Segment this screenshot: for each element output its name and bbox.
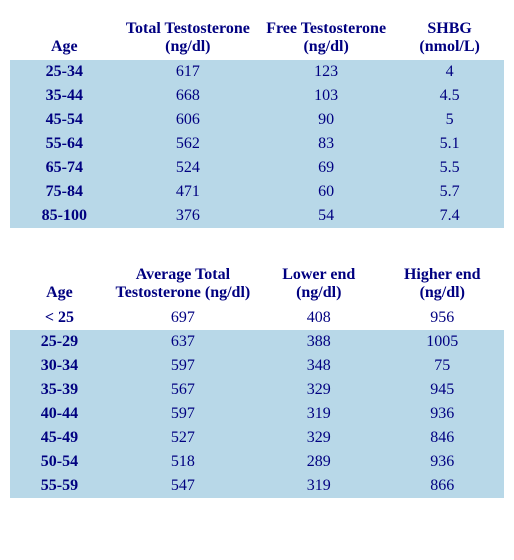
cell-age: 85-100 xyxy=(10,204,119,228)
table-row: 35-39567329945 xyxy=(10,378,504,402)
cell-total: 524 xyxy=(119,156,257,180)
table-row: 40-44597319936 xyxy=(10,402,504,426)
table-row: 55-64562835.1 xyxy=(10,132,504,156)
col-header-low: Lower end (ng/dl) xyxy=(257,262,381,306)
cell-total: 606 xyxy=(119,108,257,132)
col-header-total: Total Testosterone (ng/dl) xyxy=(119,16,257,60)
cell-avg: 567 xyxy=(109,378,257,402)
testosterone-by-age-table-1: Age Total Testosterone (ng/dl) Free Test… xyxy=(10,16,504,228)
cell-high: 956 xyxy=(380,306,504,330)
table-row: 35-446681034.5 xyxy=(10,84,504,108)
cell-shbg: 4.5 xyxy=(395,84,504,108)
table-row: 50-54518289936 xyxy=(10,450,504,474)
cell-free: 54 xyxy=(257,204,395,228)
cell-low: 348 xyxy=(257,354,381,378)
table-row: 55-59547319866 xyxy=(10,474,504,498)
cell-age: < 25 xyxy=(10,306,109,330)
cell-total: 562 xyxy=(119,132,257,156)
cell-shbg: 5 xyxy=(395,108,504,132)
cell-age: 75-84 xyxy=(10,180,119,204)
cell-avg: 597 xyxy=(109,402,257,426)
table-row: 75-84471605.7 xyxy=(10,180,504,204)
cell-age: 65-74 xyxy=(10,156,119,180)
cell-low: 329 xyxy=(257,378,381,402)
cell-avg: 527 xyxy=(109,426,257,450)
cell-shbg: 5.1 xyxy=(395,132,504,156)
cell-age: 45-54 xyxy=(10,108,119,132)
cell-high: 936 xyxy=(380,402,504,426)
col-header-high: Higher end (ng/dl) xyxy=(380,262,504,306)
col-header-avg: Average Total Testosterone (ng/dl) xyxy=(109,262,257,306)
cell-age: 35-44 xyxy=(10,84,119,108)
table-row: 25-296373881005 xyxy=(10,330,504,354)
table-row: 85-100376547.4 xyxy=(10,204,504,228)
cell-high: 866 xyxy=(380,474,504,498)
table1-body: 25-34617123435-446681034.545-5460690555-… xyxy=(10,60,504,228)
cell-high: 936 xyxy=(380,450,504,474)
col-header-age: Age xyxy=(10,16,119,60)
col-header-label: Total Testosterone (ng/dl) xyxy=(126,20,250,55)
col-header-label: SHBG (nmol/L) xyxy=(419,20,479,55)
testosterone-by-age-table-2: Age Average Total Testosterone (ng/dl) L… xyxy=(10,262,504,498)
table-row: 65-74524695.5 xyxy=(10,156,504,180)
cell-free: 123 xyxy=(257,60,395,84)
cell-low: 289 xyxy=(257,450,381,474)
cell-age: 40-44 xyxy=(10,402,109,426)
col-header-label: Higher end (ng/dl) xyxy=(404,266,481,301)
col-header-label: Average Total Testosterone (ng/dl) xyxy=(116,266,251,301)
cell-high: 945 xyxy=(380,378,504,402)
cell-age: 35-39 xyxy=(10,378,109,402)
cell-high: 1005 xyxy=(380,330,504,354)
cell-avg: 597 xyxy=(109,354,257,378)
cell-low: 408 xyxy=(257,306,381,330)
cell-age: 30-34 xyxy=(10,354,109,378)
cell-avg: 637 xyxy=(109,330,257,354)
col-header-label: Age xyxy=(46,284,73,301)
col-header-label: Lower end (ng/dl) xyxy=(282,266,355,301)
table-row: < 25697408956 xyxy=(10,306,504,330)
cell-low: 319 xyxy=(257,402,381,426)
table-row: 30-3459734875 xyxy=(10,354,504,378)
cell-low: 388 xyxy=(257,330,381,354)
cell-shbg: 5.7 xyxy=(395,180,504,204)
cell-low: 329 xyxy=(257,426,381,450)
table2-body: < 2569740895625-29637388100530-345973487… xyxy=(10,306,504,498)
cell-age: 25-34 xyxy=(10,60,119,84)
col-header-label: Age xyxy=(51,38,78,55)
cell-total: 376 xyxy=(119,204,257,228)
cell-shbg: 4 xyxy=(395,60,504,84)
cell-high: 846 xyxy=(380,426,504,450)
cell-total: 668 xyxy=(119,84,257,108)
cell-low: 319 xyxy=(257,474,381,498)
cell-free: 60 xyxy=(257,180,395,204)
cell-age: 55-59 xyxy=(10,474,109,498)
cell-age: 45-49 xyxy=(10,426,109,450)
cell-total: 471 xyxy=(119,180,257,204)
cell-free: 90 xyxy=(257,108,395,132)
cell-free: 83 xyxy=(257,132,395,156)
table-row: 25-346171234 xyxy=(10,60,504,84)
col-header-free: Free Testosterone (ng/dl) xyxy=(257,16,395,60)
cell-age: 55-64 xyxy=(10,132,119,156)
cell-shbg: 5.5 xyxy=(395,156,504,180)
col-header-shbg: SHBG (nmol/L) xyxy=(395,16,504,60)
col-header-label: Free Testosterone (ng/dl) xyxy=(266,20,386,55)
cell-free: 103 xyxy=(257,84,395,108)
cell-free: 69 xyxy=(257,156,395,180)
cell-avg: 697 xyxy=(109,306,257,330)
cell-shbg: 7.4 xyxy=(395,204,504,228)
cell-total: 617 xyxy=(119,60,257,84)
table-row: 45-54606905 xyxy=(10,108,504,132)
cell-avg: 547 xyxy=(109,474,257,498)
cell-age: 25-29 xyxy=(10,330,109,354)
cell-high: 75 xyxy=(380,354,504,378)
cell-avg: 518 xyxy=(109,450,257,474)
table-row: 45-49527329846 xyxy=(10,426,504,450)
cell-age: 50-54 xyxy=(10,450,109,474)
col-header-age: Age xyxy=(10,262,109,306)
